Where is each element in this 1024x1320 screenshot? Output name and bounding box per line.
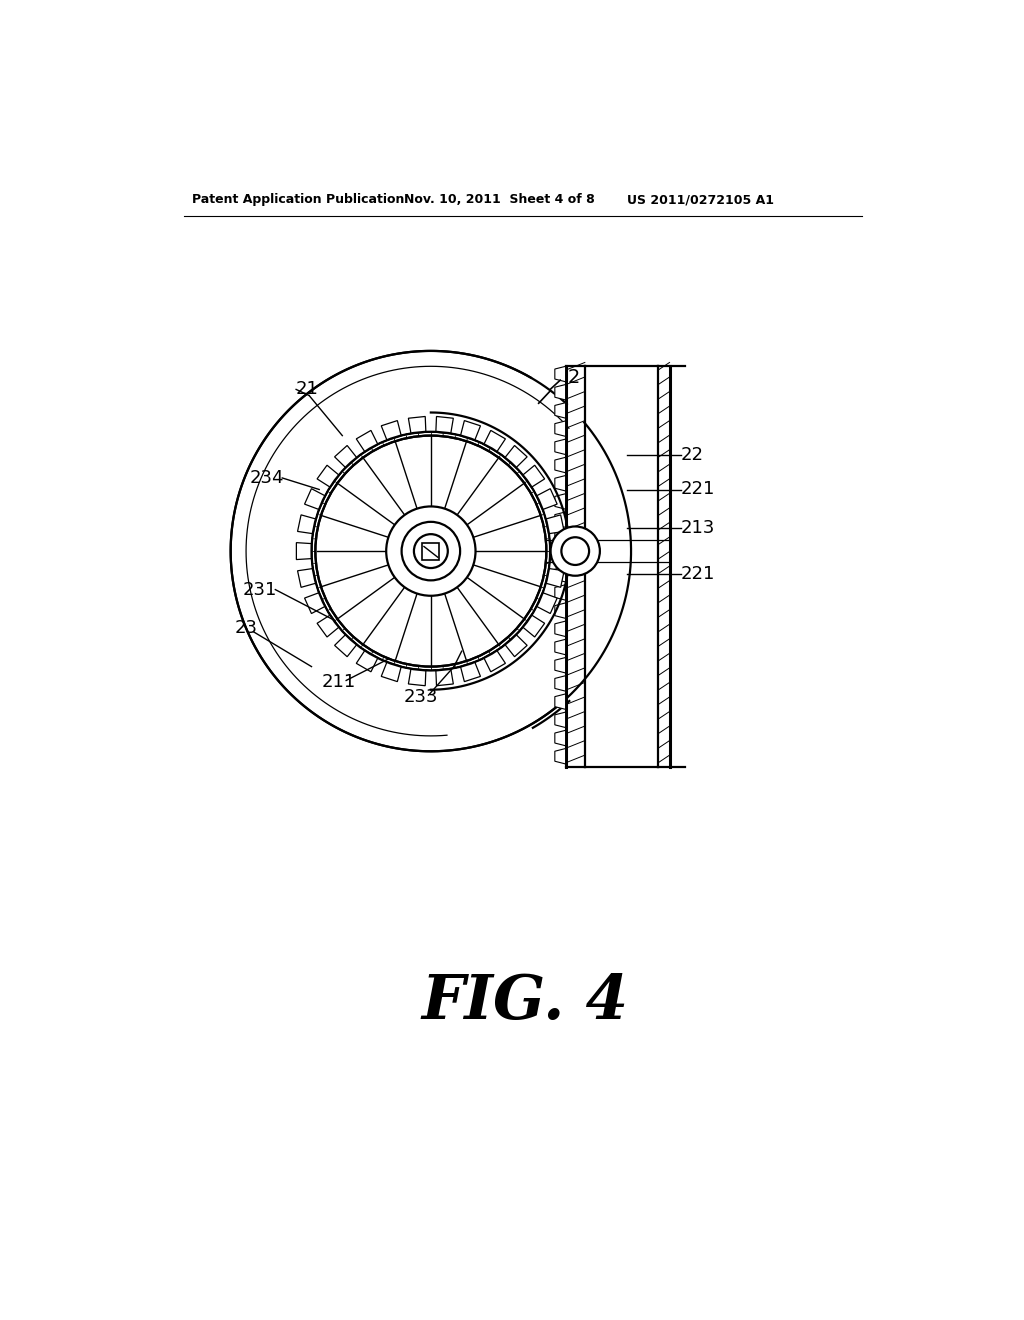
Polygon shape [479,430,506,454]
Circle shape [315,436,547,667]
Polygon shape [407,417,431,434]
Circle shape [561,537,589,565]
Text: 23: 23 [234,619,257,638]
Polygon shape [356,648,382,672]
Polygon shape [555,622,565,636]
Polygon shape [555,748,565,764]
Polygon shape [356,430,382,454]
Polygon shape [335,445,360,471]
Text: 2: 2 [568,368,581,387]
Text: 21: 21 [296,380,319,399]
Circle shape [386,507,475,595]
Text: 233: 233 [403,689,438,706]
Polygon shape [555,512,565,528]
Polygon shape [431,668,456,685]
Circle shape [230,351,631,751]
Polygon shape [555,711,565,727]
Bar [422,543,439,560]
Polygon shape [304,587,328,614]
Polygon shape [555,548,565,564]
Polygon shape [535,488,557,515]
Polygon shape [501,631,527,657]
Polygon shape [381,660,407,681]
Polygon shape [555,566,565,582]
Polygon shape [555,730,565,746]
Text: 22: 22 [681,446,705,463]
Polygon shape [555,475,565,491]
Polygon shape [296,539,312,564]
Polygon shape [304,488,328,515]
Polygon shape [545,515,564,539]
Text: Nov. 10, 2011  Sheet 4 of 8: Nov. 10, 2011 Sheet 4 of 8 [403,193,595,206]
Text: FIG. 4: FIG. 4 [421,972,629,1031]
Text: 211: 211 [322,673,355,690]
Polygon shape [555,494,565,510]
Text: 234: 234 [250,469,285,487]
Polygon shape [381,421,407,442]
Polygon shape [317,611,342,638]
Polygon shape [555,676,565,692]
Polygon shape [555,440,565,454]
Polygon shape [501,445,527,471]
Circle shape [401,521,460,581]
Polygon shape [545,564,564,587]
Polygon shape [555,421,565,437]
Circle shape [414,535,447,568]
Polygon shape [519,611,545,638]
Polygon shape [555,367,565,381]
Polygon shape [555,657,565,673]
Polygon shape [550,539,565,564]
Polygon shape [298,515,317,539]
Polygon shape [317,465,342,491]
Polygon shape [535,587,557,614]
Polygon shape [479,648,506,672]
Polygon shape [555,585,565,601]
Text: US 2011/0272105 A1: US 2011/0272105 A1 [628,193,774,206]
Polygon shape [555,531,565,545]
Polygon shape [456,660,480,681]
Polygon shape [456,421,480,442]
Polygon shape [335,631,360,657]
Text: Patent Application Publication: Patent Application Publication [193,193,404,206]
Polygon shape [519,465,545,491]
Polygon shape [555,694,565,709]
Polygon shape [298,564,317,587]
Polygon shape [555,457,565,473]
Text: 213: 213 [681,519,716,537]
Circle shape [551,527,600,576]
Polygon shape [555,384,565,400]
Text: 221: 221 [681,565,716,583]
Polygon shape [555,603,565,618]
Text: 231: 231 [243,581,276,598]
Polygon shape [555,639,565,655]
Polygon shape [407,668,431,685]
Text: 221: 221 [681,480,716,499]
Polygon shape [431,417,456,434]
Polygon shape [555,403,565,418]
